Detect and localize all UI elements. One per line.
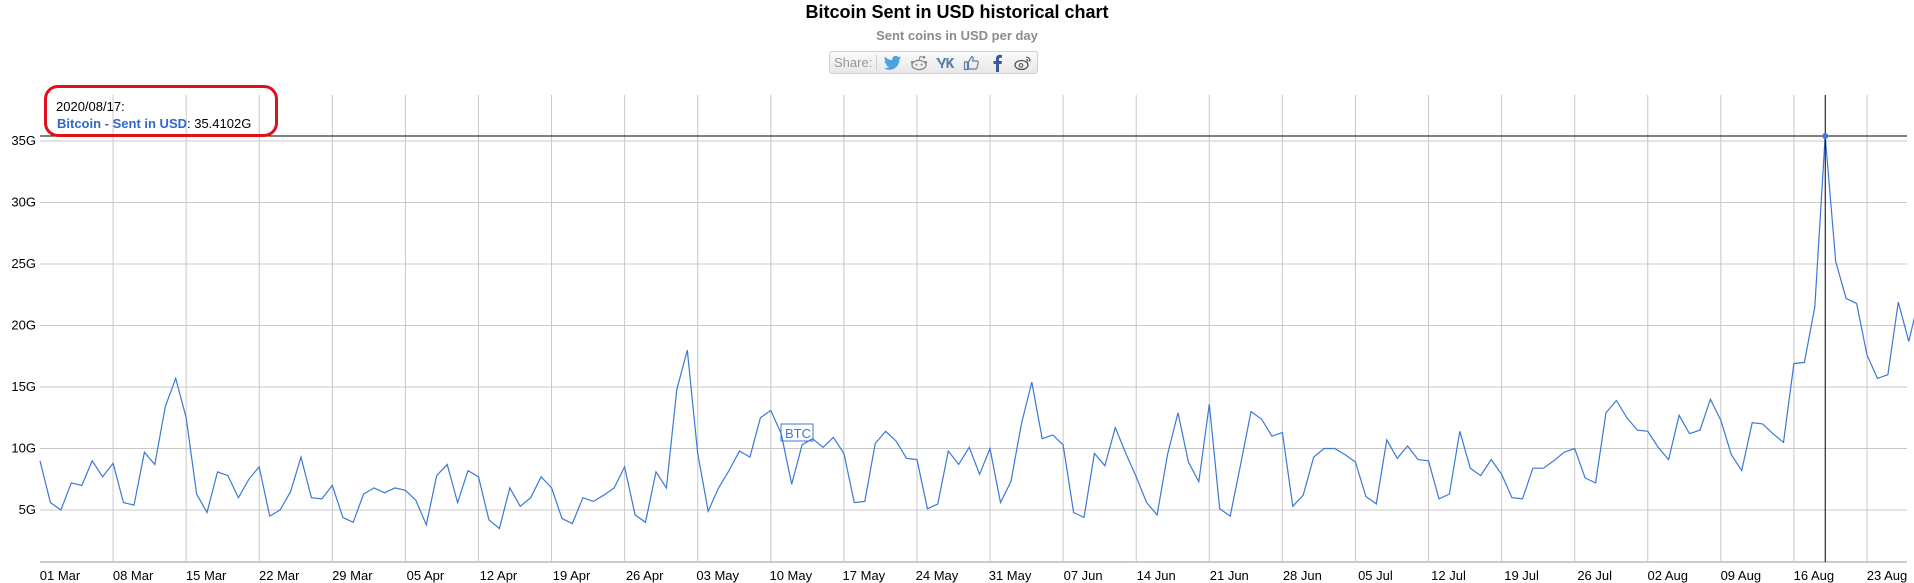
y-tick-label: 10G [11, 441, 36, 456]
x-tick-label: 15 Mar [186, 568, 227, 583]
x-tick-label: 14 Jun [1137, 568, 1176, 583]
tooltip-date: 2020/08/17: [56, 99, 125, 114]
y-tick-label: 20G [11, 318, 36, 333]
x-tick-label: 24 May [916, 568, 959, 583]
y-tick-label: 15G [11, 379, 36, 394]
weibo-icon[interactable] [1013, 53, 1033, 73]
tooltip-series-name: Bitcoin - Sent in USD [57, 116, 187, 131]
x-tick-label: 02 Aug [1648, 568, 1689, 583]
x-tick-label: 28 Jun [1283, 568, 1322, 583]
x-tick-label: 29 Mar [332, 568, 373, 583]
series-line [39, 135, 1914, 530]
y-axis-ticks: 5G 10G 15G 20G 25G 30G 35G [11, 133, 36, 517]
crosshair [40, 95, 1907, 562]
x-tick-label: 12 Jul [1431, 568, 1466, 583]
x-tick-label: 09 Aug [1721, 568, 1762, 583]
x-tick-label: 22 Mar [259, 568, 300, 583]
x-tick-label: 05 Apr [407, 568, 445, 583]
x-tick-label: 26 Apr [626, 568, 664, 583]
x-tick-label: 23 Aug [1867, 568, 1908, 583]
x-tick-label: 16 Aug [1794, 568, 1835, 583]
x-tick-label: 17 May [843, 568, 886, 583]
x-tick-label: 03 May [696, 568, 739, 583]
chart-subtitle: Sent coins in USD per day [876, 28, 1038, 43]
btc-watermark: BTC [785, 426, 811, 441]
grid-lines [40, 95, 1907, 563]
y-tick-label: 35G [11, 133, 36, 148]
vk-icon[interactable] [935, 53, 955, 73]
tooltip-value-line: Bitcoin - Sent in USD: 35.4102G [57, 116, 251, 131]
x-tick-label: 05 Jul [1358, 568, 1393, 583]
chart-title: Bitcoin Sent in USD historical chart [805, 2, 1109, 22]
highlight-point [1822, 132, 1829, 139]
x-axis-ticks: 01 Mar 08 Mar 15 Mar 22 Mar 29 Mar 05 Apr 12 A… [40, 568, 1907, 583]
x-tick-label: 01 Mar [40, 568, 81, 583]
reddit-icon[interactable] [909, 53, 929, 73]
x-tick-label: 12 Apr [480, 568, 518, 583]
x-tick-label: 10 May [769, 568, 812, 583]
share-label: Share: [834, 55, 878, 70]
x-tick-label: 21 Jun [1210, 568, 1249, 583]
x-tick-label: 26 Jul [1577, 568, 1612, 583]
y-tick-label: 30G [11, 195, 36, 210]
x-tick-label: 07 Jun [1064, 568, 1103, 583]
y-tick-label: 5G [19, 502, 36, 517]
like-icon[interactable] [961, 53, 981, 73]
share-bar: Share: [829, 51, 1039, 74]
x-tick-label: 08 Mar [113, 568, 154, 583]
tooltip-highlight-box [44, 85, 278, 137]
tooltip-value: : 35.4102G [187, 116, 252, 131]
facebook-icon[interactable] [987, 53, 1007, 73]
series-layer [39, 135, 1914, 530]
y-tick-label: 25G [11, 256, 36, 271]
twitter-icon[interactable] [883, 53, 903, 73]
x-tick-label: 31 May [989, 568, 1032, 583]
x-tick-label: 19 Apr [553, 568, 591, 583]
x-tick-label: 19 Jul [1504, 568, 1539, 583]
